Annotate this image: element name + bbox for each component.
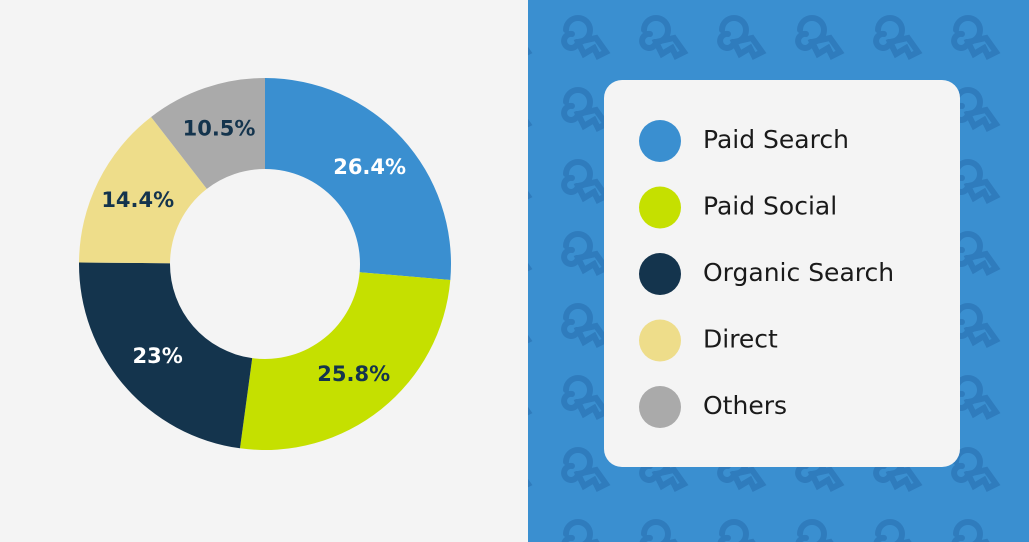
legend-label: Direct — [703, 325, 778, 354]
legend-label: Paid Search — [703, 125, 849, 154]
slice-label: 10.5% — [183, 117, 256, 141]
legend-swatch — [639, 319, 681, 362]
donut-slice — [79, 116, 207, 264]
slice-label: 23% — [133, 344, 183, 368]
donut-slice — [79, 262, 253, 449]
legend-swatch — [639, 253, 681, 295]
slice-label: 26.4% — [333, 155, 406, 179]
slice-label: 25.8% — [317, 362, 390, 386]
legend-swatch — [639, 120, 681, 162]
slice-label: 14.4% — [101, 188, 174, 212]
donut-slice — [151, 78, 265, 189]
donut-slice — [239, 272, 451, 450]
donut-slice — [265, 78, 451, 281]
legend-label: Paid Social — [703, 192, 837, 221]
legend-label: Others — [703, 391, 787, 420]
legend-label: Organic Search — [703, 258, 894, 287]
legend-swatch — [639, 186, 681, 229]
legend-swatch — [639, 386, 681, 428]
legend-box — [604, 80, 960, 467]
